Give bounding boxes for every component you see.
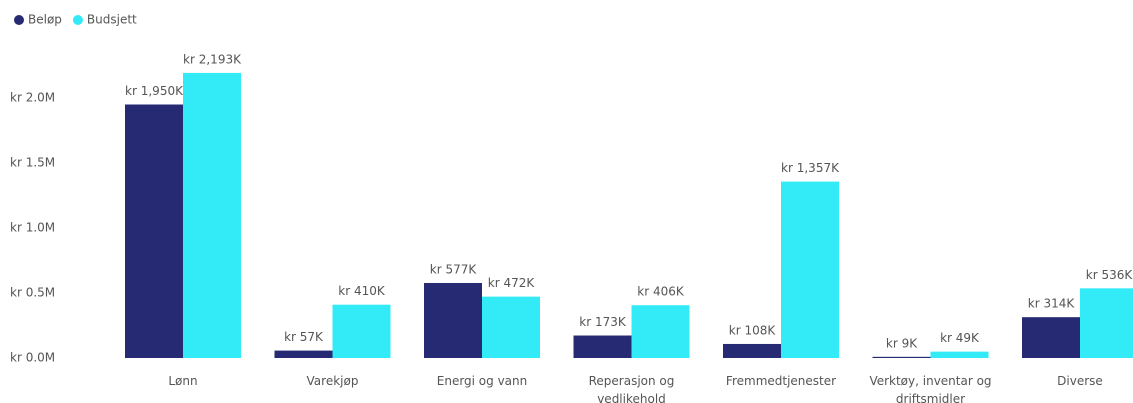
bar	[125, 104, 183, 358]
legend-label: Beløp	[28, 13, 62, 27]
x-tick-label: Diverse	[1057, 374, 1103, 388]
bar	[930, 351, 989, 358]
bar	[573, 335, 632, 358]
y-tick-label: kr 0.0M	[10, 351, 55, 365]
x-tick-label: Lønn	[168, 374, 198, 388]
y-tick-label: kr 1.5M	[10, 156, 55, 170]
data-label: kr 49K	[940, 331, 980, 345]
bar	[332, 304, 391, 358]
x-tick-label: Fremmedtjenester	[725, 374, 837, 388]
x-tick-label: Verktøy, inventar og driftsmidler	[869, 374, 992, 403]
data-label: kr 173K	[579, 315, 627, 329]
data-label: kr 2,193K	[183, 52, 242, 66]
x-tick-label: Energi og vann	[436, 374, 528, 388]
data-label: kr 1,357K	[781, 161, 840, 175]
data-label: kr 9K	[886, 336, 918, 350]
bar	[482, 296, 540, 358]
legend-label: Budsjett	[87, 13, 137, 27]
x-tick-label: Varekjøp	[306, 374, 359, 388]
bar	[424, 282, 482, 358]
bar	[723, 343, 781, 358]
bar	[183, 72, 241, 358]
legend-marker	[14, 15, 24, 25]
legend-marker	[72, 15, 83, 25]
data-label: kr 1,950K	[125, 84, 184, 98]
bar	[781, 181, 839, 358]
bar	[1022, 317, 1080, 358]
y-tick-label: kr 1.0M	[10, 221, 55, 235]
data-label: kr 57K	[284, 330, 324, 344]
data-label: kr 108K	[729, 323, 777, 337]
bar	[631, 305, 690, 358]
data-label: kr 536K	[1086, 268, 1133, 282]
data-label: kr 410K	[338, 284, 386, 298]
data-label: kr 314K	[1028, 297, 1076, 311]
x-tick-label: Reperasjon og vedlikehold	[588, 374, 675, 403]
y-tick-label: kr 2.0M	[10, 91, 55, 105]
bar	[872, 356, 931, 358]
data-label: kr 472K	[488, 276, 536, 290]
data-label: kr 406K	[637, 285, 685, 299]
bar	[274, 350, 333, 358]
data-label: kr 577K	[430, 262, 478, 276]
bar	[1080, 288, 1133, 358]
y-tick-label: kr 0.5M	[10, 286, 55, 300]
